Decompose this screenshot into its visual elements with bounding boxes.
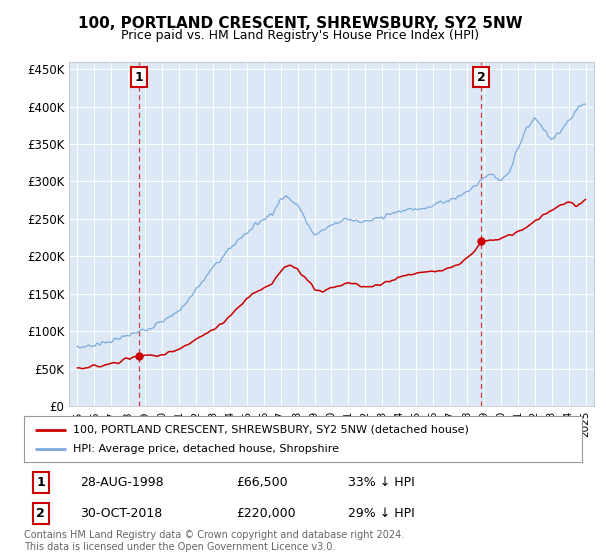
Text: 30-OCT-2018: 30-OCT-2018 — [80, 507, 162, 520]
Text: Contains HM Land Registry data © Crown copyright and database right 2024.
This d: Contains HM Land Registry data © Crown c… — [24, 530, 404, 552]
Text: £66,500: £66,500 — [236, 476, 287, 489]
Text: 2: 2 — [476, 71, 485, 83]
Text: HPI: Average price, detached house, Shropshire: HPI: Average price, detached house, Shro… — [73, 444, 339, 454]
Text: Price paid vs. HM Land Registry's House Price Index (HPI): Price paid vs. HM Land Registry's House … — [121, 29, 479, 42]
Text: 29% ↓ HPI: 29% ↓ HPI — [347, 507, 415, 520]
Text: 1: 1 — [135, 71, 143, 83]
Text: £220,000: £220,000 — [236, 507, 296, 520]
Text: 2: 2 — [37, 507, 45, 520]
Text: 100, PORTLAND CRESCENT, SHREWSBURY, SY2 5NW (detached house): 100, PORTLAND CRESCENT, SHREWSBURY, SY2 … — [73, 425, 469, 435]
Text: 33% ↓ HPI: 33% ↓ HPI — [347, 476, 415, 489]
Text: 100, PORTLAND CRESCENT, SHREWSBURY, SY2 5NW: 100, PORTLAND CRESCENT, SHREWSBURY, SY2 … — [77, 16, 523, 31]
Text: 28-AUG-1998: 28-AUG-1998 — [80, 476, 163, 489]
Text: 1: 1 — [37, 476, 45, 489]
